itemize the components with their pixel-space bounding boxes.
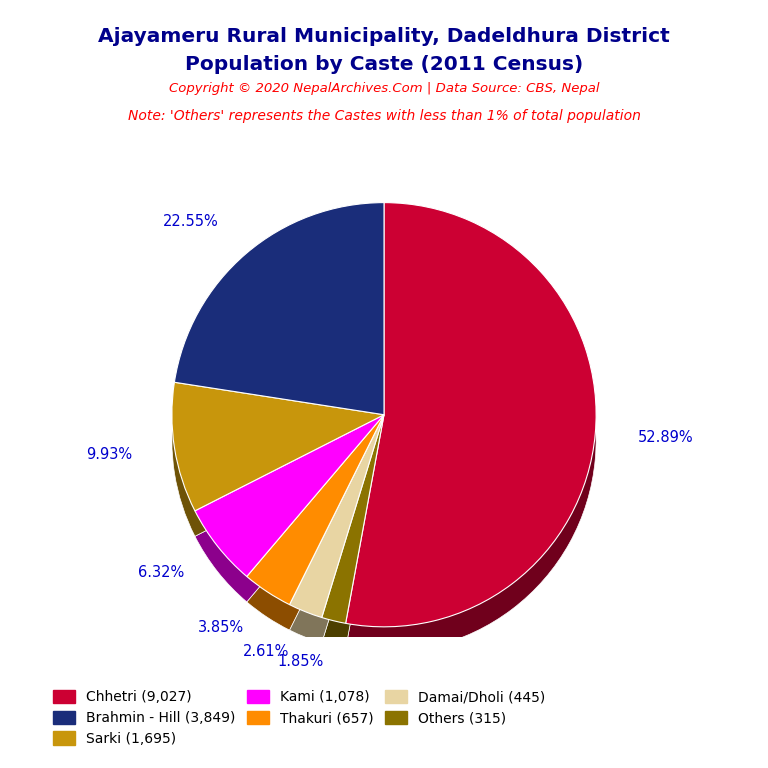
- Text: 22.55%: 22.55%: [163, 214, 218, 229]
- Text: 9.93%: 9.93%: [87, 447, 133, 462]
- Wedge shape: [195, 440, 384, 602]
- Wedge shape: [174, 203, 384, 415]
- Text: Copyright © 2020 NepalArchives.Com | Data Source: CBS, Nepal: Copyright © 2020 NepalArchives.Com | Dat…: [169, 82, 599, 95]
- Text: 1.85%: 1.85%: [277, 654, 323, 670]
- Text: Ajayameru Rural Municipality, Dadeldhura District: Ajayameru Rural Municipality, Dadeldhura…: [98, 27, 670, 46]
- Text: 2.61%: 2.61%: [243, 644, 290, 659]
- Wedge shape: [290, 440, 384, 643]
- Text: Note: 'Others' represents the Castes with less than 1% of total population: Note: 'Others' represents the Castes wit…: [127, 109, 641, 123]
- Text: 3.85%: 3.85%: [198, 620, 244, 635]
- Wedge shape: [172, 408, 384, 536]
- Wedge shape: [195, 415, 384, 577]
- Wedge shape: [174, 228, 384, 440]
- Wedge shape: [346, 228, 596, 652]
- Wedge shape: [290, 415, 384, 617]
- Wedge shape: [247, 440, 384, 630]
- Text: 52.89%: 52.89%: [637, 430, 693, 445]
- Wedge shape: [247, 415, 384, 604]
- Wedge shape: [346, 203, 596, 627]
- Legend: Chhetri (9,027), Brahmin - Hill (3,849), Sarki (1,695), Kami (1,078), Thakuri (6: Chhetri (9,027), Brahmin - Hill (3,849),…: [53, 690, 545, 746]
- Text: Population by Caste (2011 Census): Population by Caste (2011 Census): [185, 55, 583, 74]
- Wedge shape: [172, 382, 384, 511]
- Wedge shape: [322, 440, 384, 649]
- Wedge shape: [322, 415, 384, 624]
- Text: 6.32%: 6.32%: [138, 565, 184, 580]
